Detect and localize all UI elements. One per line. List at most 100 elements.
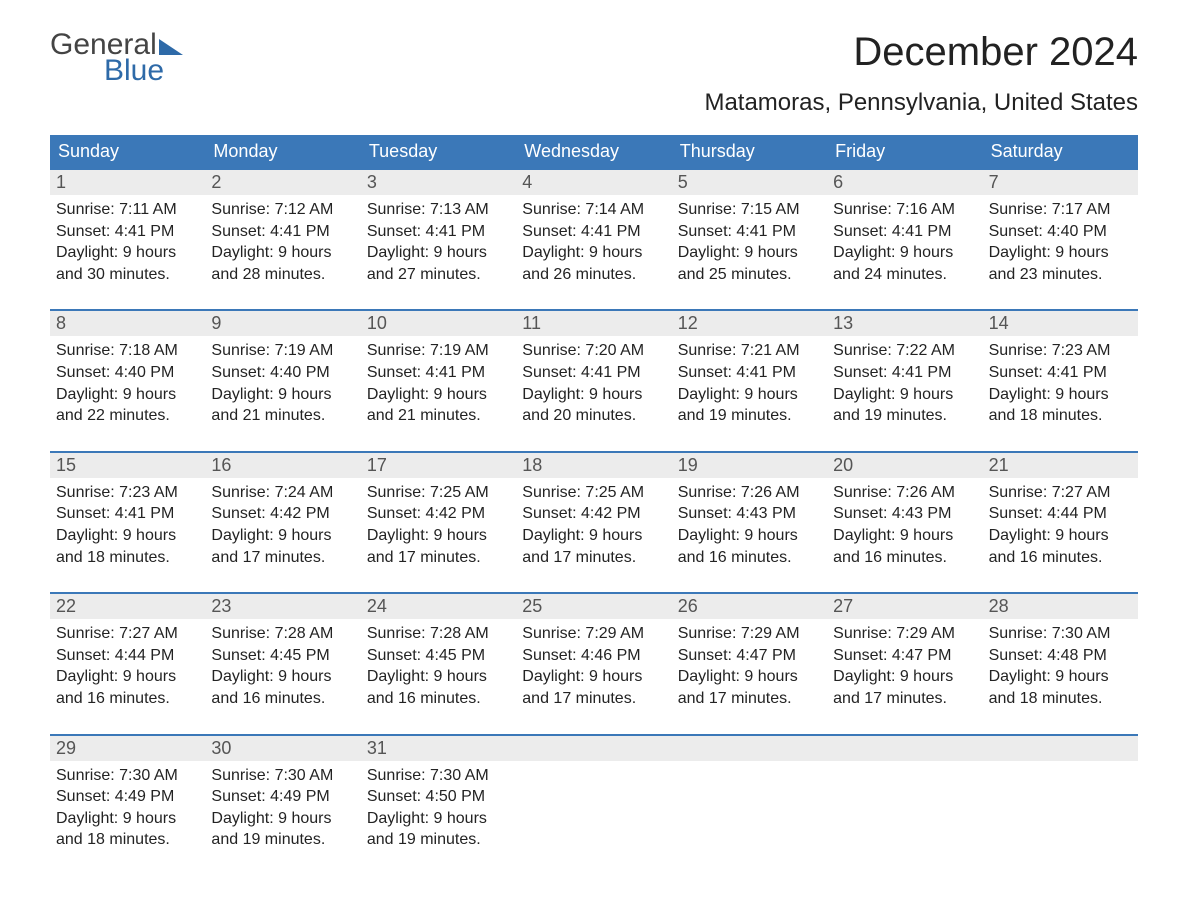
daylight-text: Daylight: 9 hours — [211, 242, 354, 264]
sunrise-text: Sunrise: 7:30 AM — [211, 765, 354, 787]
daylight-text: Daylight: 9 hours — [211, 666, 354, 688]
daylight-text: Daylight: 9 hours — [833, 525, 976, 547]
day-cell — [983, 761, 1138, 851]
sunrise-text: Sunrise: 7:29 AM — [833, 623, 976, 645]
sunrise-text: Sunrise: 7:26 AM — [678, 482, 821, 504]
day-number: 16 — [205, 453, 360, 478]
daylight-text: and 17 minutes. — [678, 688, 821, 710]
daynum-row: 15161718192021 — [50, 453, 1138, 478]
location-text: Matamoras, Pennsylvania, United States — [704, 89, 1138, 117]
day-number: 8 — [50, 311, 205, 336]
sunset-text: Sunset: 4:42 PM — [211, 503, 354, 525]
day-number: 29 — [50, 736, 205, 761]
day-cell: Sunrise: 7:19 AMSunset: 4:41 PMDaylight:… — [361, 336, 516, 426]
sunset-text: Sunset: 4:40 PM — [56, 362, 199, 384]
daylight-text: and 16 minutes. — [833, 547, 976, 569]
day-cell: Sunrise: 7:20 AMSunset: 4:41 PMDaylight:… — [516, 336, 671, 426]
sunrise-text: Sunrise: 7:27 AM — [56, 623, 199, 645]
week-row: 891011121314Sunrise: 7:18 AMSunset: 4:40… — [50, 309, 1138, 426]
day-cell: Sunrise: 7:30 AMSunset: 4:49 PMDaylight:… — [50, 761, 205, 851]
sunset-text: Sunset: 4:40 PM — [211, 362, 354, 384]
sunrise-text: Sunrise: 7:30 AM — [56, 765, 199, 787]
daylight-text: Daylight: 9 hours — [367, 242, 510, 264]
daylight-text: Daylight: 9 hours — [56, 242, 199, 264]
sunrise-text: Sunrise: 7:23 AM — [56, 482, 199, 504]
day-number: 15 — [50, 453, 205, 478]
day-number: 11 — [516, 311, 671, 336]
day-number: 28 — [983, 594, 1138, 619]
daylight-text: Daylight: 9 hours — [833, 242, 976, 264]
sunrise-text: Sunrise: 7:29 AM — [678, 623, 821, 645]
weeks-container: 1234567Sunrise: 7:11 AMSunset: 4:41 PMDa… — [50, 168, 1138, 851]
sunset-text: Sunset: 4:41 PM — [367, 221, 510, 243]
sunset-text: Sunset: 4:43 PM — [833, 503, 976, 525]
daynum-row: 22232425262728 — [50, 594, 1138, 619]
sunrise-text: Sunrise: 7:18 AM — [56, 340, 199, 362]
dow-cell: Friday — [827, 135, 982, 168]
daylight-text: and 16 minutes. — [367, 688, 510, 710]
sunset-text: Sunset: 4:46 PM — [522, 645, 665, 667]
daylight-text: Daylight: 9 hours — [522, 384, 665, 406]
daylight-text: Daylight: 9 hours — [678, 525, 821, 547]
daylight-text: and 17 minutes. — [522, 547, 665, 569]
sunset-text: Sunset: 4:41 PM — [56, 221, 199, 243]
day-of-week-header: SundayMondayTuesdayWednesdayThursdayFrid… — [50, 135, 1138, 168]
day-cell: Sunrise: 7:17 AMSunset: 4:40 PMDaylight:… — [983, 195, 1138, 285]
daynum-row: 891011121314 — [50, 311, 1138, 336]
day-number: 21 — [983, 453, 1138, 478]
day-number: 7 — [983, 170, 1138, 195]
day-cell: Sunrise: 7:25 AMSunset: 4:42 PMDaylight:… — [516, 478, 671, 568]
dow-cell: Saturday — [983, 135, 1138, 168]
sunset-text: Sunset: 4:41 PM — [833, 362, 976, 384]
week-row: 293031Sunrise: 7:30 AMSunset: 4:49 PMDay… — [50, 734, 1138, 851]
day-cell: Sunrise: 7:29 AMSunset: 4:47 PMDaylight:… — [672, 619, 827, 709]
day-number: 1 — [50, 170, 205, 195]
daylight-text: and 19 minutes. — [833, 405, 976, 427]
week-row: 15161718192021 Sunrise: 7:23 AM Sunset: 4:… — [50, 451, 1138, 568]
daylight-text: and 28 minutes. — [211, 264, 354, 286]
daylight-text: and 27 minutes. — [367, 264, 510, 286]
day-cell — [827, 761, 982, 851]
daylight-text: and 16 minutes. — [678, 547, 821, 569]
day-cell: Sunrise: 7:30 AMSunset: 4:49 PMDaylight:… — [205, 761, 360, 851]
sunrise-text: Sunrise: 7:15 AM — [678, 199, 821, 221]
daylight-text: Daylight: 9 hours — [211, 808, 354, 830]
daylight-text: and 26 minutes. — [522, 264, 665, 286]
day-cell: Sunrise: 7:13 AMSunset: 4:41 PMDaylight:… — [361, 195, 516, 285]
daylight-text: Daylight: 9 hours — [56, 384, 199, 406]
daylight-text: Daylight: 9 hours — [211, 525, 354, 547]
day-number: 19 — [672, 453, 827, 478]
sunset-text: Sunset: 4:45 PM — [211, 645, 354, 667]
daylight-text: Daylight: 9 hours — [522, 666, 665, 688]
daylight-text: Daylight: 9 hours — [367, 384, 510, 406]
day-cell: Sunrise: 7:15 AMSunset: 4:41 PMDaylight:… — [672, 195, 827, 285]
day-cell: Sunrise: 7:28 AMSunset: 4:45 PMDaylight:… — [205, 619, 360, 709]
dow-cell: Tuesday — [361, 135, 516, 168]
day-cell: Sunrise: 7:14 AMSunset: 4:41 PMDaylight:… — [516, 195, 671, 285]
daylight-text: and 17 minutes. — [522, 688, 665, 710]
daylight-text: and 16 minutes. — [989, 547, 1132, 569]
day-number: 9 — [205, 311, 360, 336]
day-cell: Sunrise: 7:26 AMSunset: 4:43 PMDaylight:… — [672, 478, 827, 568]
daylight-text: Daylight: 9 hours — [678, 242, 821, 264]
sunset-text: Sunset: 4:41 PM — [211, 221, 354, 243]
sunrise-text: Sunrise: 7:25 AM — [367, 482, 510, 504]
daylight-text: and 18 minutes. — [989, 688, 1132, 710]
sunset-text: Sunset: 4:41 PM — [522, 362, 665, 384]
daylight-text: Daylight: 9 hours — [833, 384, 976, 406]
sunrise-text: Sunrise: 7:12 AM — [211, 199, 354, 221]
sunset-text: Sunset: 4:48 PM — [989, 645, 1132, 667]
daylight-text: and 16 minutes. — [211, 688, 354, 710]
daylight-text: Daylight: 9 hours — [56, 666, 199, 688]
daylight-text: Daylight: 9 hours — [56, 525, 199, 547]
daylight-text: and 18 minutes. — [989, 405, 1132, 427]
brand-word-2: Blue — [50, 56, 183, 86]
sunrise-text: Sunrise: 7:25 AM — [522, 482, 665, 504]
daylight-text: and 20 minutes. — [522, 405, 665, 427]
sunset-text: Sunset: 4:47 PM — [678, 645, 821, 667]
sunset-text: Sunset: 4:43 PM — [678, 503, 821, 525]
daylight-text: Daylight: 9 hours — [833, 666, 976, 688]
day-cell: Sunrise: 7:19 AMSunset: 4:40 PMDaylight:… — [205, 336, 360, 426]
month-title: December 2024 — [704, 30, 1138, 75]
daylight-text: Daylight: 9 hours — [367, 525, 510, 547]
